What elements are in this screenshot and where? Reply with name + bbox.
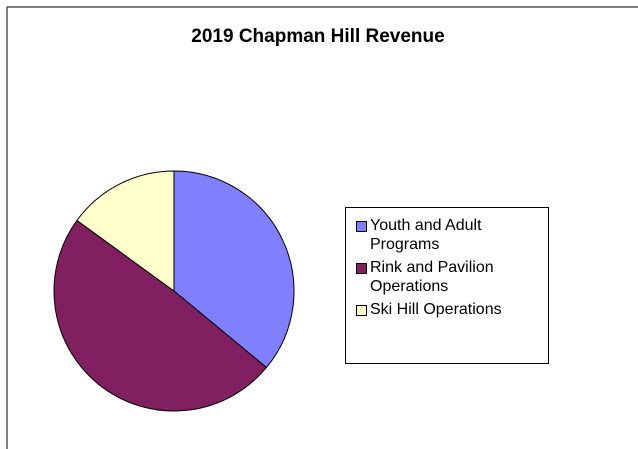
pie-slice [76,170,175,292]
legend-swatch [356,221,367,232]
chart-title: 2019 Chapman Hill Revenue [191,26,444,47]
legend-label: Ski Hill Operations [370,301,502,318]
legend-swatch [356,263,367,274]
pie-slice [53,219,268,412]
legend-item: Youth and Adult Programs [356,216,542,254]
legend-label: Youth and Adult Programs [370,217,482,253]
legend: Youth and Adult Programs Rink and Pavilio… [345,207,549,364]
legend-item: Rink and Pavilion Operations [356,258,542,296]
pie-slice [173,170,295,369]
legend-label: Rink and Pavilion Operations [370,259,494,295]
legend-swatch [356,305,367,316]
legend-item: Ski Hill Operations [356,300,542,319]
